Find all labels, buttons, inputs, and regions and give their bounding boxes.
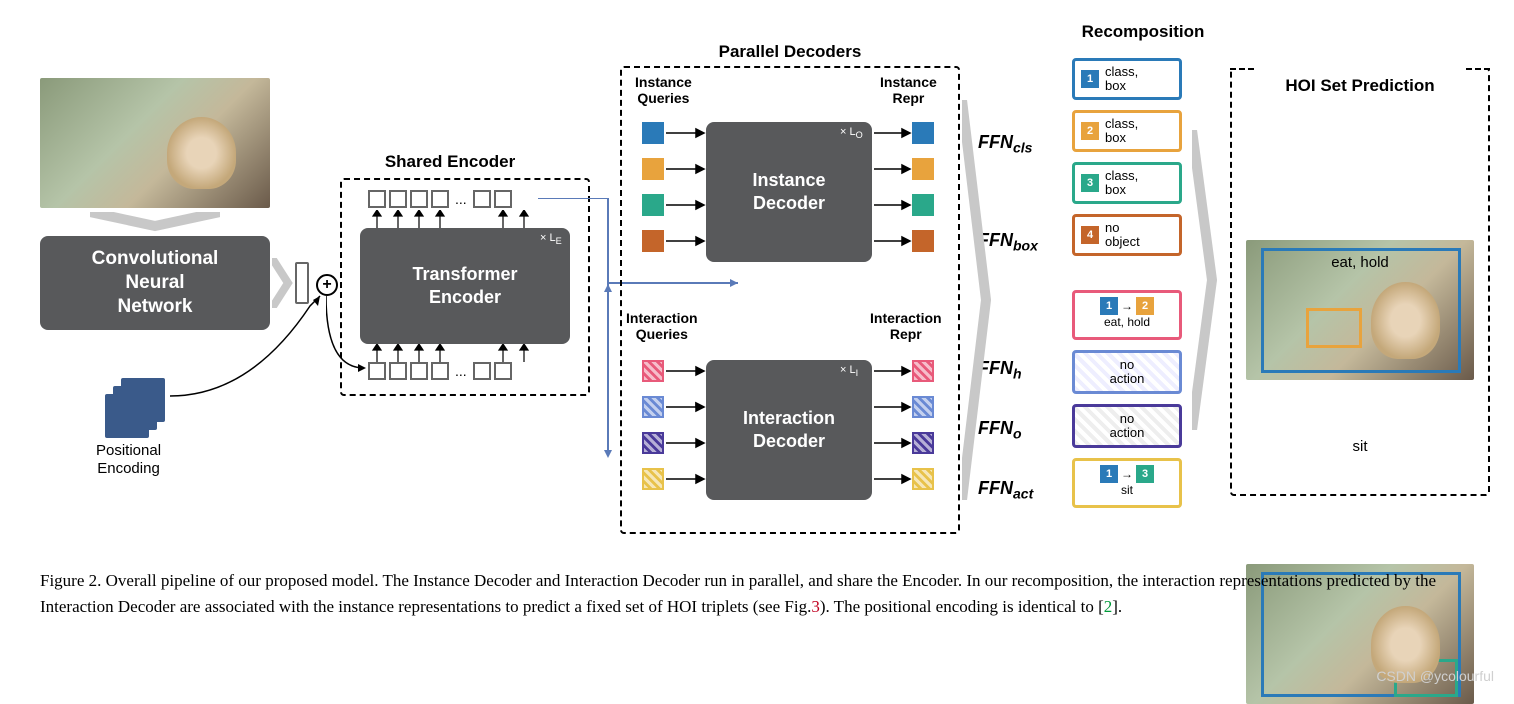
posenc-arrow (170, 286, 330, 406)
parallel-decoders-title: Parallel Decoders (700, 42, 880, 62)
instance-queries-label: Instance Queries (635, 74, 692, 106)
hoi-result-2-label: sit (1246, 438, 1474, 455)
recomp-interaction-1: 1→2 eat, hold (1072, 290, 1182, 340)
instance-repr-label: Instance Repr (880, 74, 937, 106)
interaction-queries (642, 360, 664, 490)
inst-r-arrows (874, 124, 914, 264)
chevron-right-hoi (1192, 130, 1218, 430)
positional-encoding-label: Positional Encoding (96, 442, 161, 478)
positional-encoding-icon (105, 378, 171, 436)
interaction-repr (912, 360, 934, 490)
interaction-decoder-block: Interaction Decoder (706, 360, 872, 500)
feat-to-encoder-arrow (326, 296, 376, 376)
instance-queries (642, 122, 664, 252)
inst-q-arrows (666, 124, 706, 264)
recomp-interaction-4: 1→3 sit (1072, 458, 1182, 508)
recomp-instance-1: 1class, box (1072, 58, 1182, 100)
input-image (40, 78, 270, 208)
recomp-instance-3: 3class, box (1072, 162, 1182, 204)
chevron-right-recomp (962, 100, 992, 500)
inter-r-arrows (874, 362, 914, 502)
shared-encoder-title: Shared Encoder (350, 152, 550, 172)
interaction-queries-label: Interaction Queries (626, 310, 698, 342)
instance-decoder-block: Instance Decoder (706, 122, 872, 262)
figure-caption: Figure 2. Overall pipeline of our propos… (40, 568, 1480, 619)
interaction-repr-label: Interaction Repr (870, 310, 942, 342)
instance-repr (912, 122, 934, 252)
encoder-in-tokens: ... (368, 362, 512, 380)
inter-q-arrows (666, 362, 706, 502)
recomp-instance-2: 2class, box (1072, 110, 1182, 152)
encoder-out-tokens: ... (368, 190, 512, 208)
watermark: CSDN @ycolourful (1376, 668, 1494, 684)
instance-decoder-mult: × LO (840, 126, 863, 140)
interaction-decoder-mult: × LI (840, 364, 858, 378)
recomp-interaction-2: no action (1072, 350, 1182, 394)
hoi-result-1-label: eat, hold (1246, 254, 1474, 271)
chevron-down-icon (90, 212, 220, 232)
recomp-instance-4: 4no object (1072, 214, 1182, 256)
recomp-interaction-3: no action (1072, 404, 1182, 448)
recomposition-title: Recomposition (1068, 22, 1218, 42)
